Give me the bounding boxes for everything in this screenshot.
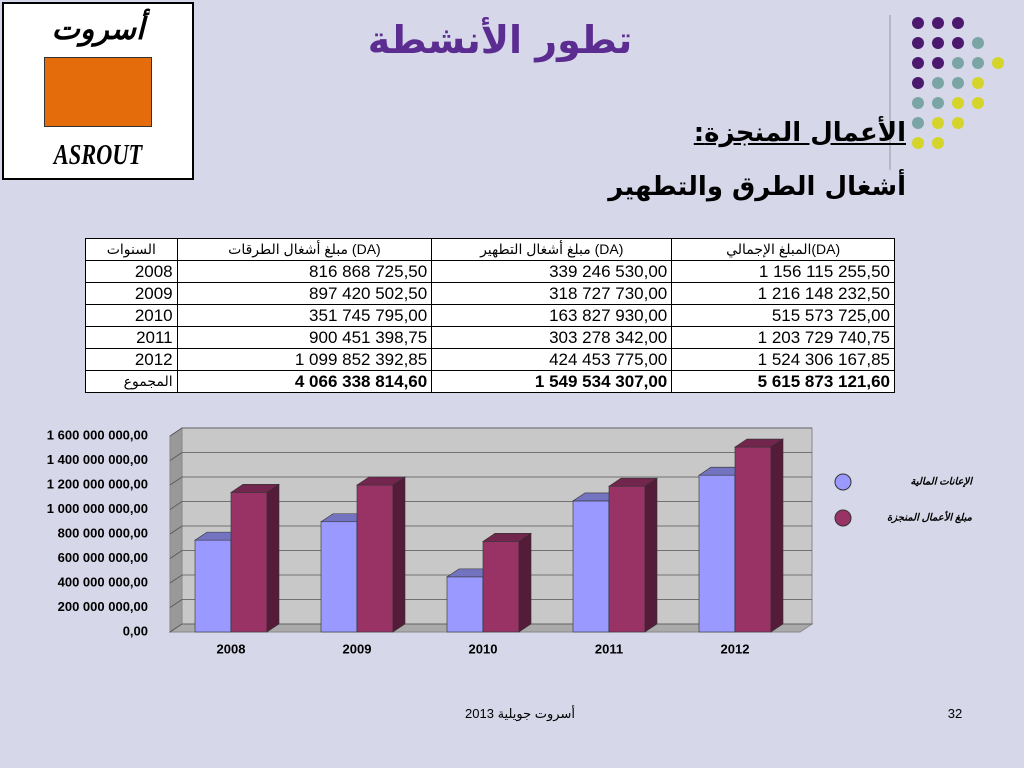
- bar: [356, 484, 394, 633]
- logo-arabic: أسروت: [51, 13, 145, 46]
- header-row: السنوات مبلغ أشغال الطرقات (DA) مبلغ أشغال…: [85, 238, 895, 261]
- bar: [734, 446, 772, 633]
- row: المجموع 4 066 338 814,60 1 549 534 307,00 5…: [85, 370, 895, 393]
- cell: 1 216 148 232,50: [671, 282, 895, 305]
- y-tick-label: 200 000 000,00: [58, 599, 148, 614]
- cell: 351 745 795,00: [176, 304, 433, 327]
- cell: 2011: [85, 326, 178, 349]
- cell: 4 066 338 814,60: [176, 370, 433, 393]
- bar: [230, 492, 268, 633]
- cell: 424 453 775,00: [431, 348, 673, 371]
- y-tick-label: 1 600 000 000,00: [47, 427, 148, 442]
- legend-swatch: [834, 509, 852, 527]
- cell: 1 156 115 255,50: [671, 260, 895, 283]
- bar: [572, 500, 610, 633]
- section-heading: أشغال الطرق والتطهير: [608, 172, 906, 202]
- subtitle: :الأعمال المنجزة: [693, 118, 906, 148]
- cell: 897 420 502,50: [176, 282, 433, 305]
- logo-latin: ASROUT: [53, 140, 143, 171]
- y-tick-label: 0,00: [123, 623, 148, 638]
- bar-side: [392, 476, 406, 633]
- x-tick-label: 2012: [721, 641, 750, 656]
- x-tick-label: 2008: [217, 641, 246, 656]
- cell: المجموع: [85, 370, 178, 393]
- cell: 900 451 398,75: [176, 326, 433, 349]
- title: تطور الأنشطة: [367, 18, 633, 62]
- y-tick-label: 1 200 000 000,00: [47, 476, 148, 491]
- bar-side: [266, 483, 280, 633]
- cell: 1 549 534 307,00: [431, 370, 673, 393]
- cell: 303 278 342,00: [431, 326, 673, 349]
- y-tick-label: 1 400 000 000,00: [47, 452, 148, 467]
- dots: [912, 17, 1004, 149]
- grid-line: [169, 476, 812, 486]
- y-tick-label: 800 000 000,00: [58, 525, 148, 540]
- cell: 318 727 730,00: [431, 282, 673, 305]
- header-cell: السنوات: [85, 238, 178, 261]
- x-tick-label: 2011: [595, 641, 623, 656]
- footer-date: أسروت جويلية 2013: [465, 706, 575, 721]
- row: 2011 900 451 398,75 303 278 342,00 1 203 72…: [85, 326, 895, 349]
- bar: [482, 541, 520, 633]
- cell: 2010: [85, 304, 178, 327]
- logo-box: [44, 57, 152, 127]
- chart: 0,00 200 000 000,00 400 000 000,00 600 000 …: [47, 427, 974, 656]
- row: 2010 351 745 795,00 163 827 930,00 515 573 …: [85, 304, 895, 327]
- legend-label: الإعانات المالية: [910, 477, 974, 488]
- y-tick-label: 600 000 000,00: [58, 550, 148, 565]
- cell: 5 615 873 121,60: [671, 370, 895, 393]
- cell: 816 868 725,50: [176, 260, 433, 283]
- x-tick-label: 2009: [343, 641, 372, 656]
- header-cell: مبلغ أشغال الطرقات (DA): [176, 238, 433, 261]
- y-tick-label: 1 000 000 000,00: [47, 501, 148, 516]
- cell: 2012: [85, 348, 178, 371]
- header-cell: المبلغ الإجمالي(DA): [671, 238, 895, 261]
- page-number: 32: [947, 706, 963, 721]
- grid-line: [169, 452, 812, 461]
- bar-side: [644, 477, 658, 633]
- bar: [608, 485, 646, 633]
- legend-label: مبلغ الأعمال المنجزة: [887, 511, 973, 524]
- decor-dots: [889, 15, 1004, 170]
- cell: 1 099 852 392,85: [176, 348, 433, 371]
- logo: أسروت ASROUT: [2, 2, 194, 180]
- row: 2009 897 420 502,50 318 727 730,00 1 216 14…: [85, 282, 895, 305]
- bar: [320, 521, 358, 633]
- cell: 2008: [85, 260, 178, 283]
- cell: 163 827 930,00: [431, 304, 673, 327]
- row: 2008 816 868 725,50 339 246 530,00 1 156 11…: [85, 260, 895, 283]
- cell: 1 524 306 167,85: [671, 348, 895, 371]
- grid-line: [169, 427, 812, 437]
- header-cell: مبلغ أشغال التطهير (DA): [431, 238, 673, 261]
- legend-swatch: [834, 473, 852, 491]
- x-tick-label: 2010: [469, 641, 498, 656]
- row: 2012 1 099 852 392,85 424 453 775,00 1 524 …: [85, 348, 895, 371]
- bar: [194, 539, 232, 633]
- bar-side: [518, 532, 532, 633]
- bar: [698, 474, 736, 633]
- bar-side: [770, 438, 784, 633]
- data-table: السنوات مبلغ أشغال الطرقات (DA) مبلغ أشغال…: [85, 238, 895, 393]
- cell: 1 203 729 740,75: [671, 326, 895, 349]
- y-tick-label: 400 000 000,00: [58, 574, 148, 589]
- cell: 2009: [85, 282, 178, 305]
- cell: 515 573 725,00: [671, 304, 895, 327]
- bar: [446, 576, 484, 633]
- cell: 339 246 530,00: [431, 260, 673, 283]
